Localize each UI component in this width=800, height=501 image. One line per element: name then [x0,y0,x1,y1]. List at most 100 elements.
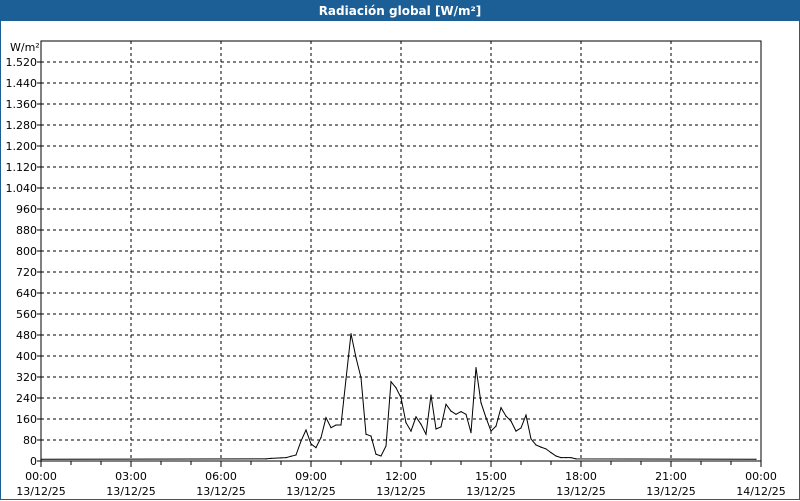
data-point [385,445,387,447]
x-tick-time: 00:00 [745,470,777,483]
y-tick-label: 1.040 [6,182,38,195]
data-point [430,394,432,396]
x-tick-date: 13/12/25 [16,485,65,498]
data-point [500,407,502,409]
data-point [340,424,342,426]
data-point [455,413,457,415]
data-point [330,427,332,429]
data-point [565,456,567,459]
data-point [420,423,422,425]
y-tick-label: 720 [16,266,37,279]
data-point [480,402,482,404]
data-point [570,456,572,459]
data-point [40,458,42,460]
x-tick-date: 14/12/25 [736,485,785,498]
data-point [355,356,357,359]
data-point [305,429,307,431]
chart-title: Radiación global [W/m²] [1,1,799,21]
data-point [295,454,297,456]
y-tick-label: 800 [16,245,37,258]
series-line [40,333,757,460]
data-point [755,458,757,460]
data-point [510,420,512,422]
data-point [335,424,337,426]
data-point [380,455,382,457]
data-point [555,455,557,457]
data-point [400,397,402,399]
data-point [560,456,562,459]
data-point [350,333,352,335]
data-point [270,457,272,459]
data-point [520,427,522,429]
data-point [370,435,372,437]
x-tick-date: 13/12/25 [106,485,155,498]
data-point [360,377,362,379]
data-point [550,452,552,454]
data-point [540,446,542,448]
data-point [300,440,302,442]
y-tick-label: 960 [16,203,37,216]
data-point [415,416,417,418]
data-point [450,410,452,412]
data-point [495,425,497,427]
data-point [535,444,537,446]
y-tick-label: 1.200 [6,140,38,153]
y-tick-label: 0 [30,455,37,468]
data-point [375,453,377,455]
data-point [325,417,327,419]
data-point [410,430,412,432]
data-point [320,437,322,439]
data-point [440,426,442,428]
y-tick-label: 160 [16,413,37,426]
x-tick-time: 15:00 [475,470,507,483]
data-point [310,443,312,445]
x-tick-time: 03:00 [115,470,147,483]
x-tick-date: 13/12/25 [196,485,245,498]
data-point [465,413,467,415]
data-point [280,457,282,459]
y-tick-label: 1.360 [6,98,38,111]
data-point [475,366,477,369]
data-point [530,438,532,440]
data-point [460,411,462,413]
y-tick-label: 80 [23,434,37,447]
x-tick-date: 13/12/25 [556,485,605,498]
y-tick-label: 1.280 [6,119,38,132]
data-point [345,378,347,380]
data-point [470,432,472,434]
data-point [485,417,487,419]
y-tick-label: 1.520 [6,56,38,69]
x-tick-time: 18:00 [565,470,597,483]
x-tick-date: 13/12/25 [646,485,695,498]
y-tick-label: 480 [16,329,37,342]
x-tick-date: 13/12/25 [466,485,515,498]
data-point [505,415,507,417]
data-point [515,430,517,432]
data-point [395,387,397,389]
data-point [525,414,527,416]
y-tick-label: 880 [16,224,37,237]
y-tick-label: 240 [16,392,37,405]
y-tick-label: 320 [16,371,37,384]
data-point [445,403,447,405]
plot-frame [40,40,762,462]
x-tick-time: 00:00 [25,470,57,483]
data-point [545,448,547,450]
x-tick-time: 09:00 [295,470,327,483]
data-point [405,422,407,424]
y-tick-label: 1.440 [6,77,38,90]
data-point [575,458,577,460]
data-point [390,381,392,383]
y-tick-label: 1.120 [6,161,38,174]
x-tick-time: 21:00 [655,470,687,483]
y-tick-label: 640 [16,287,37,300]
y-tick-label: 560 [16,308,37,321]
data-point [290,455,292,457]
x-tick-date: 13/12/25 [376,485,425,498]
x-tick-time: 12:00 [385,470,417,483]
y-axis-unit: W/m² [10,41,40,54]
y-tick-label: 400 [16,350,37,363]
data-point [365,433,367,435]
